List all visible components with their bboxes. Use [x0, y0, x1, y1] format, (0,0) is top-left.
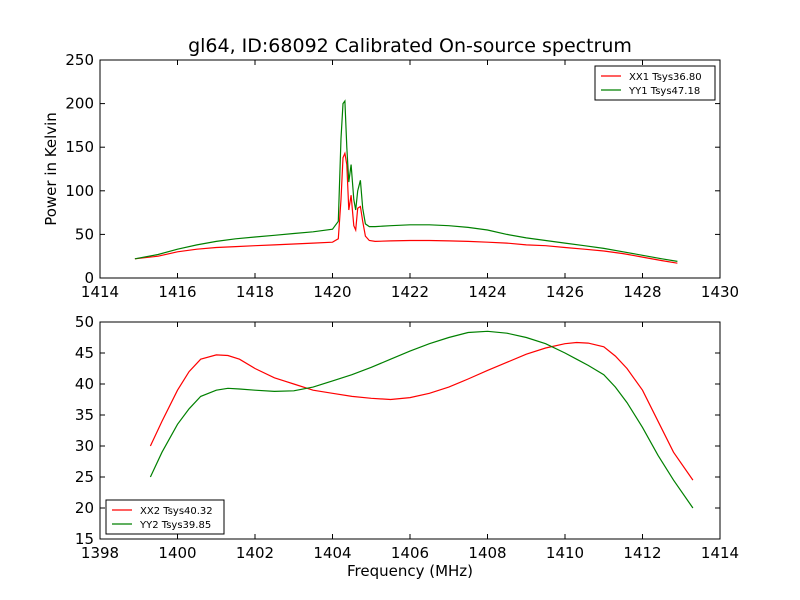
x-tick-label: 1398	[81, 544, 119, 562]
y-axis-label: Power in Kelvin	[42, 112, 60, 226]
series-line-2	[149, 330, 694, 509]
y-tick-label: 250	[65, 51, 94, 69]
x-axis-label: Frequency (MHz)	[347, 562, 473, 580]
y-tick-label: 45	[75, 344, 94, 362]
legend: XX1 Tsys36.80 YY1 Tsys47.18	[594, 65, 716, 101]
chart-title: gl64, ID:68092 Calibrated On-source spec…	[188, 35, 632, 57]
legend-box	[105, 499, 225, 535]
legend-label: XX2 Tsys40.32	[140, 506, 213, 517]
x-tick-label: 1404	[313, 544, 351, 562]
y-tick-label: 40	[75, 375, 94, 393]
y-tick-label: 100	[65, 182, 94, 200]
x-tick-label: 1402	[236, 544, 274, 562]
y-tick-label: 25	[75, 468, 94, 486]
bottom-panel: 1398 1400 1402 1404 1406 1408 1410 1412 1414 15 20…	[75, 313, 739, 580]
series-line-2	[134, 99, 678, 262]
y-tick-label: 50	[75, 313, 94, 331]
y-tick-label: 50	[75, 225, 94, 243]
x-tick-label: 1408	[468, 544, 506, 562]
x-tick-label: 1406	[391, 544, 429, 562]
x-tick-label: 1414	[701, 544, 739, 562]
x-tick-label: 1430	[701, 283, 739, 301]
y-tick-label: 20	[75, 499, 94, 517]
x-tick-label: 1420	[313, 283, 351, 301]
legend-box	[594, 65, 716, 101]
x-tick-label: 1426	[546, 283, 584, 301]
y-tick-label: 30	[75, 437, 94, 455]
x-tick-label: 1412	[623, 544, 661, 562]
top-panel: 1414 1416 1418 1420 1422 1424 1426 1428 1430 0 50 1…	[42, 51, 739, 301]
x-tick-label: 1424	[468, 283, 506, 301]
x-tick-label: 1416	[158, 283, 196, 301]
y-tick-label: 150	[65, 138, 94, 156]
y-tick-label: 0	[84, 269, 94, 287]
x-tick-label: 1428	[623, 283, 661, 301]
y-tick-label: 35	[75, 406, 94, 424]
series-line-1	[149, 341, 694, 481]
y-tick-label: 200	[65, 95, 94, 113]
x-tick-label: 1400	[158, 544, 196, 562]
series-line-1	[134, 151, 678, 264]
x-tick-label: 1418	[236, 283, 274, 301]
legend-label: XX1 Tsys36.80	[629, 72, 702, 83]
x-tick-label: 1414	[81, 283, 119, 301]
legend-label: YY1 Tsys47.18	[628, 86, 700, 97]
x-tick-label: 1410	[546, 544, 584, 562]
y-tick-label: 15	[75, 530, 94, 548]
x-tick-label: 1422	[391, 283, 429, 301]
legend: XX2 Tsys40.32 YY2 Tsys39.85	[105, 499, 225, 535]
legend-label: YY2 Tsys39.85	[139, 520, 211, 531]
